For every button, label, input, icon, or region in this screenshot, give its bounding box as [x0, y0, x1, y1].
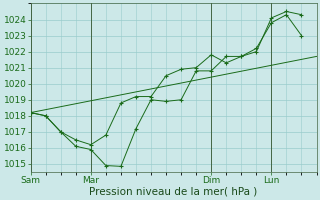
X-axis label: Pression niveau de la mer( hPa ): Pression niveau de la mer( hPa ): [90, 187, 258, 197]
